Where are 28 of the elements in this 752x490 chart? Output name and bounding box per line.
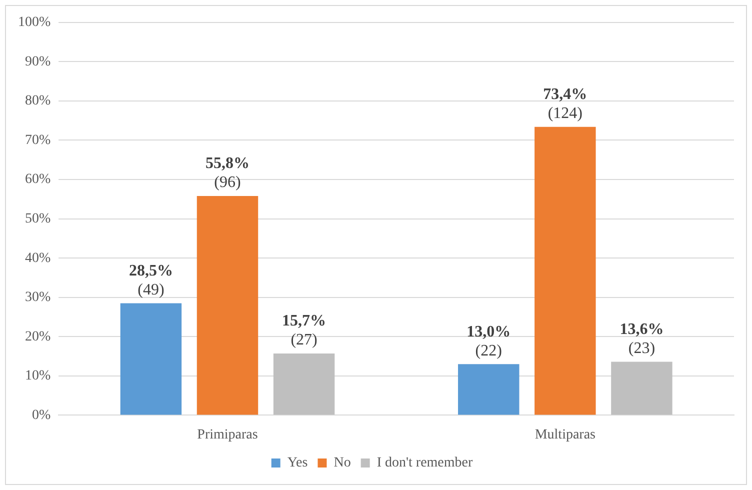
data-label: 13,0% (22) xyxy=(466,323,511,360)
y-tick-label: 90% xyxy=(24,54,51,70)
legend-label: I don't remember xyxy=(376,456,473,471)
y-tick-label: 70% xyxy=(24,132,51,148)
data-label: 73,4% (124) xyxy=(543,86,588,122)
y-tick-label: 0% xyxy=(32,408,51,423)
bar xyxy=(534,126,596,415)
bar xyxy=(196,196,258,415)
y-tick-label: 50% xyxy=(24,211,51,226)
y-tick-label: 80% xyxy=(24,94,51,109)
legend-label: No xyxy=(334,456,351,471)
data-label: 55,8% (96) xyxy=(205,155,250,192)
legend-label: Yes xyxy=(287,456,308,471)
x-tick-label: Multiparas xyxy=(534,427,596,442)
y-tick-label: 100% xyxy=(18,15,51,30)
data-label: 15,7% (27) xyxy=(282,312,326,349)
bar xyxy=(120,303,182,415)
data-label: 28,5% (49) xyxy=(128,262,173,298)
y-tick-label: 60% xyxy=(24,172,51,188)
y-tick-label: 30% xyxy=(24,290,51,306)
bar xyxy=(611,362,672,415)
y-tick-label: 40% xyxy=(24,250,51,266)
data-label: 13,6% (23) xyxy=(620,320,664,357)
y-tick-label: 10% xyxy=(24,368,51,384)
x-tick-label: Primiparas xyxy=(197,427,258,442)
y-tick-label: 20% xyxy=(24,329,51,344)
bar xyxy=(458,364,520,415)
bar xyxy=(273,354,335,415)
